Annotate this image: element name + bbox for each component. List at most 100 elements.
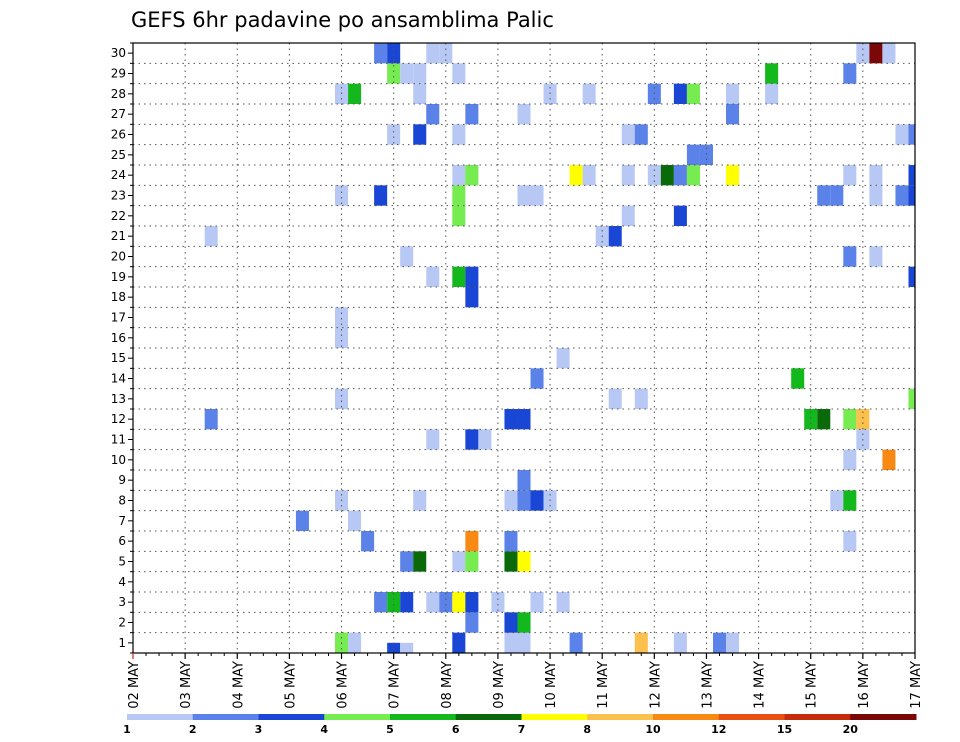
precip-cell (556, 592, 570, 613)
precip-cell (465, 165, 479, 186)
precip-cell (791, 368, 805, 389)
precip-cell (504, 409, 518, 430)
precip-cell (517, 185, 531, 206)
precip-cell (413, 490, 427, 511)
precip-cell (686, 144, 700, 165)
x-tick-label: 15 MAY (805, 661, 820, 709)
precip-cell (686, 165, 700, 186)
y-tick-label: 29 (111, 67, 126, 81)
y-tick-label: 30 (111, 46, 126, 60)
precip-cell (400, 551, 414, 572)
legend-swatch (127, 714, 194, 720)
precip-cell (856, 43, 870, 64)
x-tick-label: 09 MAY (492, 661, 507, 709)
x-tick-label: 07 MAY (388, 661, 403, 709)
precip-cell (204, 409, 218, 430)
x-tick-label: 04 MAY (231, 661, 246, 709)
precip-cell (765, 63, 779, 84)
precip-cell (582, 165, 596, 186)
precip-cell (452, 632, 466, 653)
legend-label: 20 (843, 723, 859, 736)
precip-cell (621, 165, 635, 186)
precip-cells (204, 43, 915, 653)
precip-cell (726, 83, 740, 104)
precip-cell (882, 449, 896, 470)
precip-cell (673, 83, 687, 104)
precip-cell (804, 409, 818, 430)
precip-cell (452, 63, 466, 84)
precip-cell (686, 83, 700, 104)
legend-swatch (521, 714, 588, 720)
legend-label: 1 (123, 723, 131, 736)
precip-cell (426, 592, 440, 613)
grid-lines (133, 43, 915, 653)
precip-cell (673, 165, 687, 186)
precip-cell (413, 124, 427, 145)
precip-cell (452, 551, 466, 572)
y-axis: 1234567891011121314151617181920212223242… (111, 42, 133, 654)
legend-swatch (455, 714, 522, 720)
y-tick-label: 17 (111, 311, 126, 325)
precip-cell (726, 165, 740, 186)
precip-cell (517, 409, 531, 430)
precip-cell (452, 592, 466, 613)
y-tick-label: 6 (118, 534, 126, 548)
precip-cell (856, 409, 870, 430)
y-tick-label: 11 (111, 433, 126, 447)
precip-cell (530, 185, 544, 206)
precip-cell (348, 632, 362, 653)
precip-cell (673, 205, 687, 226)
precip-cell (895, 124, 909, 145)
x-tick-label: 17 MAY (909, 661, 924, 709)
precip-cell (348, 83, 362, 104)
precip-cell (387, 642, 401, 653)
precip-cell (439, 43, 453, 64)
precip-cell (843, 409, 857, 430)
precip-cell (530, 592, 544, 613)
precip-cell (452, 266, 466, 287)
precip-cell (660, 165, 674, 186)
precip-cell (726, 104, 740, 125)
y-tick-label: 15 (111, 351, 126, 365)
legend-label: 15 (777, 723, 792, 736)
legend-swatch (784, 714, 851, 720)
precip-cell (843, 449, 857, 470)
precip-cell (908, 165, 915, 186)
y-tick-label: 10 (111, 453, 126, 467)
precip-cell (699, 144, 713, 165)
precip-cell (413, 83, 427, 104)
legend-label: 10 (645, 723, 661, 736)
y-tick-label: 21 (111, 229, 126, 243)
y-tick-label: 26 (111, 128, 126, 142)
y-tick-label: 5 (118, 555, 126, 569)
x-tick-label: 08 MAY (440, 661, 455, 709)
precip-cell (517, 612, 531, 633)
precip-cell (517, 490, 531, 511)
precip-cell (204, 226, 218, 247)
precip-cell (465, 266, 479, 287)
y-tick-label: 18 (111, 290, 126, 304)
color-legend: 1 2 3 4 5 6 7 8 10 12 15 20 (123, 714, 917, 736)
precip-cell (817, 185, 831, 206)
x-tick-label: 03 MAY (179, 661, 194, 709)
precip-cell (569, 632, 583, 653)
precip-cell (426, 43, 440, 64)
precip-cell (452, 205, 466, 226)
precip-cell (465, 612, 479, 633)
legend-swatch (192, 714, 259, 720)
precip-cell (439, 592, 453, 613)
precip-cell (530, 368, 544, 389)
precip-cell (765, 83, 779, 104)
precip-cell (817, 409, 831, 430)
precip-cell (843, 165, 857, 186)
precip-cell (908, 266, 915, 287)
precip-cell (530, 490, 544, 511)
precip-cell (465, 429, 479, 450)
precip-cell (335, 388, 349, 409)
precip-cell (908, 185, 915, 206)
precip-cell (426, 266, 440, 287)
precip-cell (400, 642, 414, 653)
precip-cell (869, 165, 883, 186)
precip-cell (465, 551, 479, 572)
